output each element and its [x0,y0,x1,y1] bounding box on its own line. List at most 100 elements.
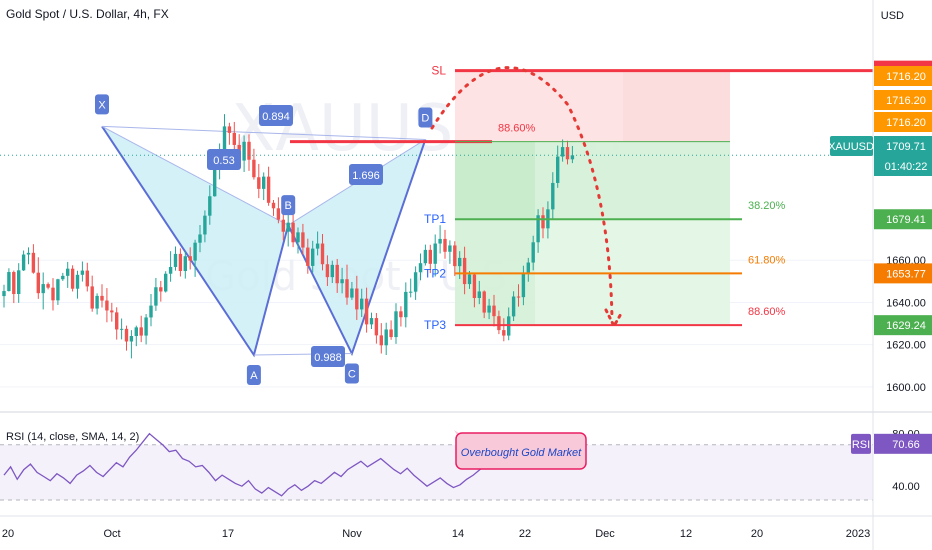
price-tag-text: 01:40:22 [885,161,928,173]
candle-body [433,243,437,264]
time-axis-tick: 14 [452,528,464,540]
candle-body [7,272,11,292]
candle-body [193,242,197,261]
candle-body [134,327,138,337]
candle-body [477,291,481,299]
symbol-tag-text: XAUUSD [828,141,874,153]
candle-body [350,288,354,298]
candle-body [472,274,477,299]
candle-body [330,264,334,278]
time-axis-tick: 2023 [846,528,870,540]
candle-body [560,147,565,157]
candle-body [438,238,442,244]
callout-text: Overbought Gold Market [461,447,582,459]
rsi-line [3,432,573,497]
rsi-axis-tick: 40.00 [892,481,920,493]
reward-zone-light [535,219,730,326]
candle-body [164,273,168,292]
price-tag-text: 1629.24 [886,320,926,332]
candle-body [482,291,486,313]
price-tag-text: 1653.77 [886,268,926,280]
time-axis-tick: Dec [595,528,615,540]
price-axis-tick: 1640.00 [886,297,926,309]
currency-label: USD [880,10,904,22]
projection-path [430,66,614,322]
ratio-badge [207,149,241,170]
rsi-badge [851,433,871,454]
ratio-badge [259,105,293,126]
candle-body [46,284,50,288]
candle-body [413,272,418,292]
candle-body [252,159,256,178]
candle-body [41,284,45,294]
candle-body [335,264,339,284]
candle-body [266,176,271,203]
candle-body [462,257,467,285]
sl-label: SL [431,64,446,78]
candle-body [399,311,403,318]
rsi-value-text: 70.66 [892,439,920,451]
candle-body [320,243,325,265]
price-tag-text: 1716.20 [886,71,926,83]
time-axis-tick: 20 [751,528,763,540]
candle-body [453,245,457,267]
candle-body [389,329,393,338]
candle-body [257,177,261,189]
candle-body [526,262,530,274]
rsi-value-tag [874,433,932,454]
candle-body [570,155,575,160]
price-axis-tick: 1600.00 [886,382,926,394]
candle-body [178,253,183,271]
tp1-label: TP1 [424,212,446,226]
candle-body [487,305,491,313]
candle-body [61,275,65,280]
ratio-label: 0.894 [262,111,290,123]
candle-body [360,298,364,310]
candle-body [203,215,207,235]
candle-body [70,268,75,289]
candle-body [541,215,545,229]
candle-body [198,234,202,243]
candle-body [409,291,413,293]
projection-arrowhead [604,308,624,330]
candle-body [154,287,158,306]
candle-body [80,270,85,275]
symbol-tag [830,136,873,156]
tp3-pct-label: 88.60% [748,306,786,318]
pattern-dashed-line [101,125,426,140]
candle-body [458,257,462,267]
candle-body [394,311,398,338]
candle-body [31,252,36,273]
reward-zone-dark [455,141,535,220]
pattern-point-label: B [285,200,292,212]
rsi-title: RSI (14, close, SMA, 14, 2) [6,431,139,443]
candle-body [188,256,192,261]
candle-body [242,141,246,161]
candle-body [105,300,109,311]
candle-body [296,232,300,243]
time-axis-tick: 20 [2,528,14,540]
candle-body [443,238,447,252]
candle-body [369,318,374,325]
candle-body [26,252,31,255]
candle-body [404,291,408,318]
price-tag [874,263,932,284]
candle-body [291,222,295,243]
time-axis-tick: 22 [519,528,531,540]
candle-body [222,126,227,151]
candle-body [95,295,99,309]
candle-body [315,243,320,249]
price-tag [874,156,932,176]
pattern-fill-bcd [288,139,426,354]
pattern-point-badge [246,365,261,386]
price-axis-tick: 1620.00 [886,340,926,352]
ratio-label: 0.53 [213,155,234,167]
pattern-point-label: A [250,370,258,382]
candle-body [467,274,472,285]
candle-body [85,270,89,287]
candle-body [183,256,187,271]
candle-body [124,328,129,342]
pattern-point-label: D [421,112,429,124]
candle-body [149,305,153,318]
